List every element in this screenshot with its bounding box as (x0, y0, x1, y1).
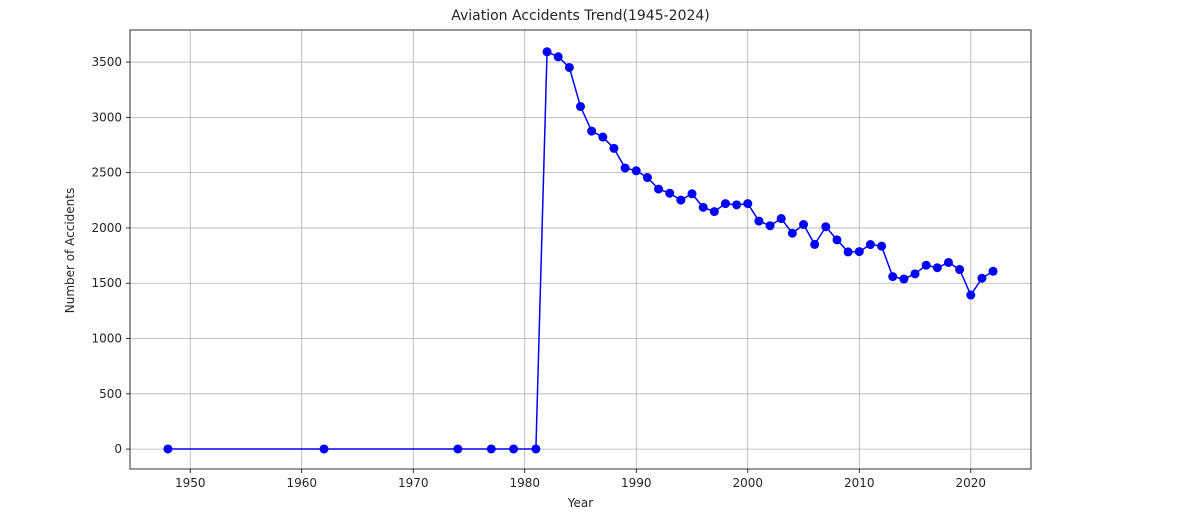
data-point-marker (888, 272, 898, 282)
x-tick-label: 1980 (509, 476, 540, 490)
y-tick-label: 2000 (91, 221, 122, 235)
grid-layer (130, 30, 1031, 469)
y-axis-label: Number of Accidents (63, 188, 77, 314)
data-point-marker (966, 290, 976, 300)
data-point-marker (654, 184, 664, 194)
data-point-marker (932, 263, 942, 273)
data-point-marker (676, 195, 686, 205)
data-point-marker (843, 247, 853, 257)
data-point-marker (509, 444, 519, 454)
data-point-marker (609, 143, 619, 153)
data-point-marker (642, 173, 652, 183)
data-point-marker (743, 199, 753, 209)
data-point-marker (620, 163, 630, 173)
data-point-marker (776, 214, 786, 224)
data-point-marker (877, 241, 887, 251)
data-point-marker (687, 189, 697, 199)
data-point-marker (765, 221, 775, 231)
x-tick-label: 1970 (398, 476, 429, 490)
data-point-marker (720, 199, 730, 209)
axes-layer (129, 29, 1032, 470)
data-point-marker (754, 216, 764, 226)
y-tick-label: 1500 (91, 276, 122, 290)
data-point-marker (531, 444, 541, 454)
y-tick-label: 500 (99, 387, 122, 401)
y-tick-label: 3000 (91, 110, 122, 124)
data-point-marker (810, 239, 820, 249)
data-point-marker (576, 102, 585, 112)
tick-layer: 1950 1960 1970 1980 1990 2000 2010 2020 0 500 1000… (91, 55, 986, 490)
y-tick-label: 1000 (91, 332, 122, 346)
chart-title: Aviation Accidents Trend(1945-2024) (451, 8, 710, 24)
series-line (167, 51, 994, 450)
data-point-marker (899, 274, 909, 284)
data-point-marker (163, 444, 173, 454)
y-tick-label: 0 (114, 442, 122, 456)
data-point-marker (832, 235, 842, 245)
data-point-marker (910, 269, 920, 279)
data-point-marker (854, 247, 864, 257)
data-point-marker (865, 240, 875, 250)
data-point-marker (709, 207, 719, 217)
x-tick-label: 2000 (732, 476, 763, 490)
data-point-marker (787, 228, 797, 238)
data-point-marker (486, 444, 496, 454)
series-layer (163, 47, 998, 454)
data-point-marker (631, 166, 641, 176)
x-tick-label: 2020 (956, 476, 987, 490)
data-point-marker (598, 132, 608, 142)
plot-frame (129, 29, 1032, 470)
x-tick-label: 1990 (621, 476, 652, 490)
data-point-marker (665, 188, 675, 198)
y-tick-label: 3500 (91, 55, 122, 69)
data-point-marker (698, 202, 708, 212)
data-point-marker (921, 260, 931, 270)
data-point-marker (587, 126, 597, 136)
data-point-marker (955, 265, 965, 275)
data-point-marker (564, 62, 574, 72)
x-tick-label: 2010 (844, 476, 875, 490)
x-tick-label: 1960 (286, 476, 317, 490)
data-point-marker (553, 52, 563, 62)
data-point-marker (977, 273, 987, 283)
y-tick-label: 2500 (91, 166, 122, 180)
x-axis-label: Year (567, 496, 593, 510)
data-point-marker (821, 222, 831, 232)
data-point-marker (988, 266, 998, 276)
x-tick-label: 1950 (175, 476, 206, 490)
data-point-marker (542, 47, 552, 57)
data-point-marker (799, 220, 809, 230)
data-point-marker (319, 444, 329, 454)
data-point-marker (943, 257, 953, 267)
data-point-marker (732, 200, 742, 210)
data-point-marker (453, 444, 463, 454)
